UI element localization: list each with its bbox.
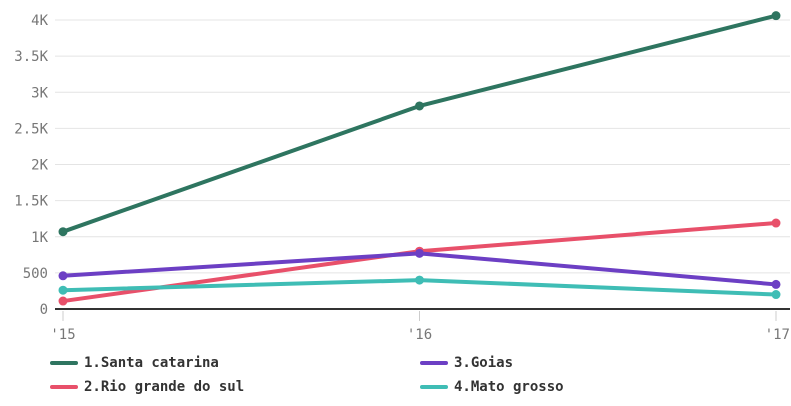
data-point-mato-grosso — [771, 290, 781, 300]
x-tick-label: '17 — [765, 327, 790, 343]
y-axis-tick-labels: 0 500 1K 1.5K 2K 2.5K 3K 3.5K 4K — [14, 13, 48, 318]
data-point-santa-catarina — [58, 227, 68, 237]
legend: 1.Santa catarina 2.Rio grande do sul 3.G… — [50, 352, 750, 406]
data-point-goias — [58, 271, 68, 281]
data-point-goias — [415, 248, 424, 258]
series-line-santa-catarina — [61, 13, 778, 234]
data-point-mato-grosso — [415, 275, 424, 285]
y-tick-label: 3.5K — [14, 49, 48, 65]
data-point-santa-catarina — [771, 11, 781, 21]
legend-swatch-goias — [420, 361, 448, 365]
legend-item-santa-catarina: 1.Santa catarina — [50, 352, 219, 374]
x-tick-label: '16 — [407, 327, 432, 343]
legend-swatch-rio-grande-do-sul — [50, 385, 78, 389]
x-axis-tick-labels: '15 '16 '17 — [50, 311, 790, 343]
line-chart: 0 500 1K 1.5K 2K 2.5K 3K 3.5K 4K '15 '16 '17 — [14, 11, 790, 343]
legend-swatch-mato-grosso — [420, 385, 448, 389]
data-point-rio-grande-do-sul — [58, 296, 68, 306]
legend-label-rio-grande-do-sul: 2.Rio grande do sul — [84, 379, 245, 395]
x-tick-label: '15 — [50, 327, 75, 343]
series-lines — [61, 13, 778, 304]
y-tick-label: 1.5K — [14, 194, 48, 210]
data-point-mato-grosso — [58, 285, 68, 295]
series-points — [58, 11, 781, 306]
y-tick-label: 2.5K — [14, 121, 48, 137]
y-tick-label: 1K — [31, 230, 48, 246]
y-tick-label: 3K — [31, 85, 48, 101]
legend-label-santa-catarina: 1.Santa catarina — [84, 355, 219, 371]
legend-item-mato-grosso: 4.Mato grosso — [420, 376, 564, 398]
data-point-santa-catarina — [415, 101, 424, 111]
legend-swatch-santa-catarina — [50, 361, 78, 365]
legend-label-mato-grosso: 4.Mato grosso — [454, 379, 564, 395]
y-tick-label: 2K — [31, 158, 48, 174]
y-tick-label: 4K — [31, 13, 48, 29]
gridlines — [55, 19, 790, 274]
y-tick-label: 0 — [40, 302, 48, 318]
y-tick-label: 500 — [23, 266, 48, 282]
legend-label-goias: 3.Goias — [454, 355, 514, 371]
data-point-goias — [771, 279, 781, 289]
data-point-rio-grande-do-sul — [771, 218, 781, 228]
legend-item-rio-grande-do-sul: 2.Rio grande do sul — [50, 376, 244, 398]
legend-item-goias: 3.Goias — [420, 352, 513, 374]
